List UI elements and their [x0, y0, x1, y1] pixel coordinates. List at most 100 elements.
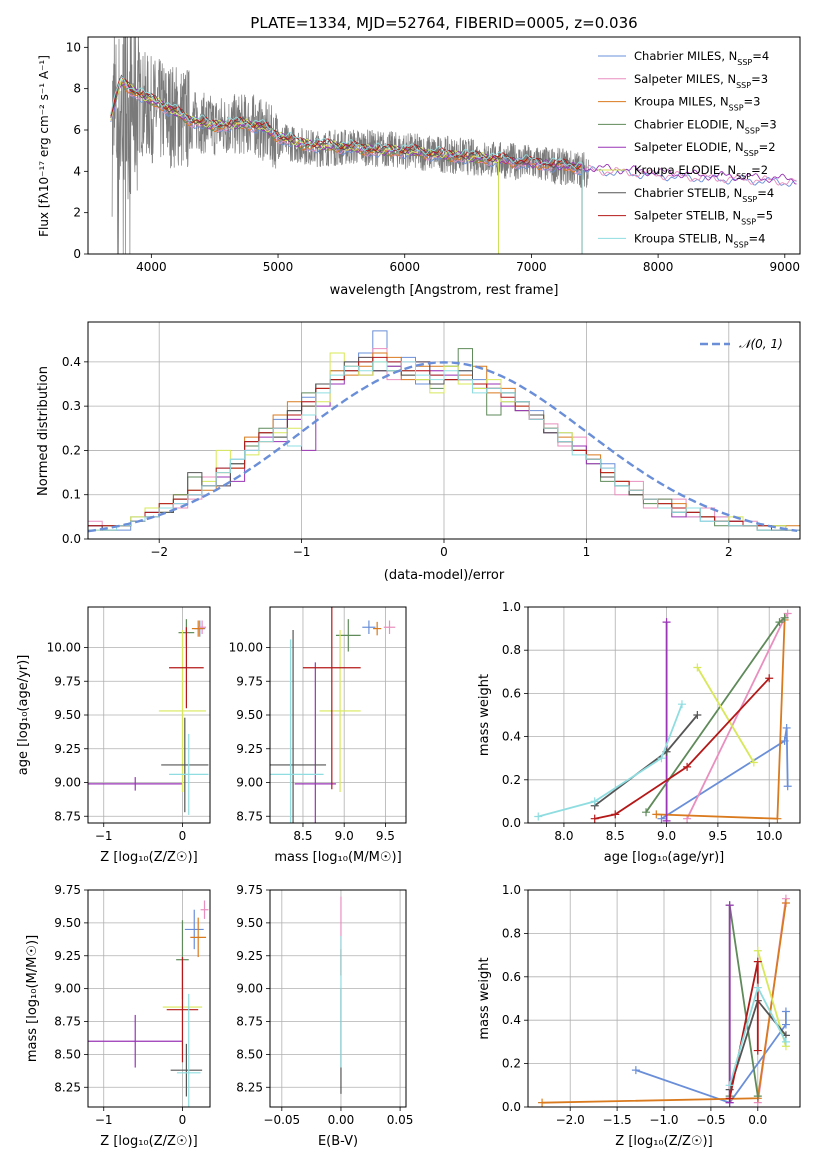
- weight-marker: [631, 1066, 640, 1075]
- x-tick-label: −1: [95, 1113, 113, 1127]
- chart-1: −2 −1 0 1 2 0.0 0.1 0.2 0.3 0.4 𝒩(0, 1) (data-model…: [36, 321, 801, 583]
- axes-frame: [87, 321, 801, 540]
- weight-marker: [753, 946, 762, 955]
- legend-entry: Kroupa STELIB, NSSP=4: [634, 231, 765, 249]
- x-tick-label: 10.0: [756, 829, 783, 843]
- y-tick-label: 9.75: [236, 883, 263, 897]
- weight-marker: [534, 812, 543, 821]
- y-tick-label: 8.75: [54, 1015, 81, 1029]
- legend-entry: Salpeter ELODIE, NSSP=2: [634, 140, 776, 158]
- x-tick-label: −0.5: [696, 1113, 725, 1127]
- weight-marker: [783, 609, 792, 618]
- x-axis-label: Z [log₁₀(Z/Z☉)]: [100, 850, 197, 865]
- axes-frame: [87, 606, 211, 824]
- y-tick-label: 9.25: [236, 949, 263, 963]
- weight-marker: [775, 618, 784, 627]
- y-tick-label: 8.75: [236, 809, 263, 823]
- chart-7: −2.0 −1.5 −1.0 −0.5 0.0 0.0 0.2 0.4 0.6 0.8 1.0 Z […: [477, 883, 801, 1149]
- y-tick-label: 0.3: [62, 399, 81, 413]
- chart-0: 4000 5000 6000 7000 8000 9000 0 2 4 6 8 10 wavelengt…: [37, 36, 801, 298]
- weight-line-kroupa-elodie: [696, 667, 755, 763]
- x-tick-label: −1: [293, 545, 311, 559]
- y-tick-label: 8.75: [54, 809, 81, 823]
- y-tick-label: 0.2: [502, 773, 521, 787]
- x-tick-label: 0: [440, 545, 448, 559]
- x-tick-label: 9000: [770, 260, 801, 274]
- y-tick-label: 0.0: [502, 816, 521, 830]
- weight-marker: [538, 1098, 547, 1107]
- y-tick-label: 8.25: [54, 1080, 81, 1094]
- weight-marker: [753, 1046, 762, 1055]
- observed-spectrum-line: [111, 37, 589, 254]
- model-line-chabrier-miles: [110, 80, 797, 187]
- y-tick-label: 8: [73, 82, 81, 96]
- y-tick-label: 10: [66, 40, 81, 54]
- x-tick-label: 9.0: [335, 829, 354, 843]
- weight-marker: [765, 674, 774, 683]
- weight-marker: [677, 700, 686, 709]
- y-tick-label: 0.8: [502, 643, 521, 657]
- x-axis-label: (data-model)/error: [384, 568, 505, 583]
- y-axis-label: mass weight: [477, 674, 492, 756]
- x-axis-label: Z [log₁₀(Z/Z☉)]: [100, 1134, 197, 1149]
- x-tick-label: −0.05: [263, 1113, 300, 1127]
- weight-marker: [725, 901, 734, 910]
- chart-6: −0.05 0.00 0.05 8.25 8.50 8.75 9.00 9.25 9.50 9.7…: [236, 883, 413, 1149]
- weight-marker: [725, 1094, 734, 1103]
- weight-marker: [662, 816, 671, 823]
- axes-frame: [87, 889, 211, 1108]
- y-axis-label: mass weight: [477, 957, 492, 1039]
- y-tick-label: 9.00: [236, 982, 263, 996]
- weight-marker: [753, 957, 762, 966]
- legend-entry: Kroupa MILES, NSSP=3: [634, 95, 760, 113]
- y-tick-label: 0.0: [502, 1100, 521, 1114]
- axes-frame: [269, 889, 407, 1108]
- histogram-kroupa-stelib: [88, 361, 800, 539]
- y-tick-label: 9.00: [54, 776, 81, 790]
- y-tick-label: 9.75: [54, 674, 81, 688]
- chart-5: −1 0 8.25 8.50 8.75 9.00 9.25 9.50 9.75 Z [log₁₀(…: [25, 883, 211, 1149]
- y-tick-label: 8.75: [236, 1015, 263, 1029]
- y-tick-label: 9.75: [236, 674, 263, 688]
- x-tick-label: 0: [179, 829, 187, 843]
- x-axis-label: wavelength [Angstrom, rest frame]: [330, 283, 559, 298]
- y-tick-label: 2: [73, 206, 81, 220]
- y-tick-label: 0: [73, 247, 81, 261]
- y-tick-label: 0.0: [62, 532, 81, 546]
- weight-line-salpeter-stelib: [728, 961, 759, 1099]
- y-axis-label: Normed distribution: [36, 366, 51, 496]
- y-tick-label: 8.25: [236, 1080, 263, 1094]
- weight-marker: [753, 1092, 762, 1101]
- y-axis-label: mass [log₁₀(M/M☉)]: [25, 935, 40, 1062]
- weight-marker: [693, 663, 702, 672]
- weight-marker: [780, 613, 789, 622]
- x-tick-label: 7000: [516, 260, 547, 274]
- y-tick-label: 0.4: [62, 355, 81, 369]
- x-tick-label: 8.5: [606, 829, 625, 843]
- y-tick-label: 9.50: [236, 916, 263, 930]
- legend-entry: Kroupa ELODIE, NSSP=2: [634, 163, 768, 181]
- x-axis-label: E(B-V): [318, 1134, 358, 1149]
- y-tick-label: 9.00: [54, 982, 81, 996]
- y-tick-label: 0.1: [62, 488, 81, 502]
- x-tick-label: 1: [583, 545, 591, 559]
- x-tick-label: 5000: [263, 260, 294, 274]
- chart-3: 8.5 9.0 9.5 8.75 9.00 9.25 9.50 9.75 10.00 mass […: [229, 606, 407, 865]
- figure-title: PLATE=1334, MJD=52764, FIBERID=0005, z=0…: [250, 14, 637, 32]
- normal-distribution-curve: [88, 361, 798, 533]
- weight-marker: [749, 758, 758, 767]
- weight-marker: [683, 762, 692, 771]
- y-tick-label: 0.4: [502, 1013, 521, 1027]
- x-axis-label: mass [log₁₀(M/M☉)]: [274, 850, 401, 865]
- weight-marker: [642, 808, 651, 817]
- x-tick-label: 0.0: [748, 1113, 767, 1127]
- axes-frame: [527, 889, 801, 1108]
- weight-marker: [782, 723, 791, 732]
- weight-line-chabrier-miles: [635, 1011, 787, 1104]
- weight-line-salpeter-miles: [686, 612, 789, 820]
- legend-entry: 𝒩(0, 1): [739, 337, 783, 351]
- x-tick-label: 4000: [136, 260, 167, 274]
- y-tick-label: 9.25: [54, 742, 81, 756]
- model-line-salpeter-stelib: [110, 76, 583, 254]
- weight-marker: [725, 1081, 734, 1090]
